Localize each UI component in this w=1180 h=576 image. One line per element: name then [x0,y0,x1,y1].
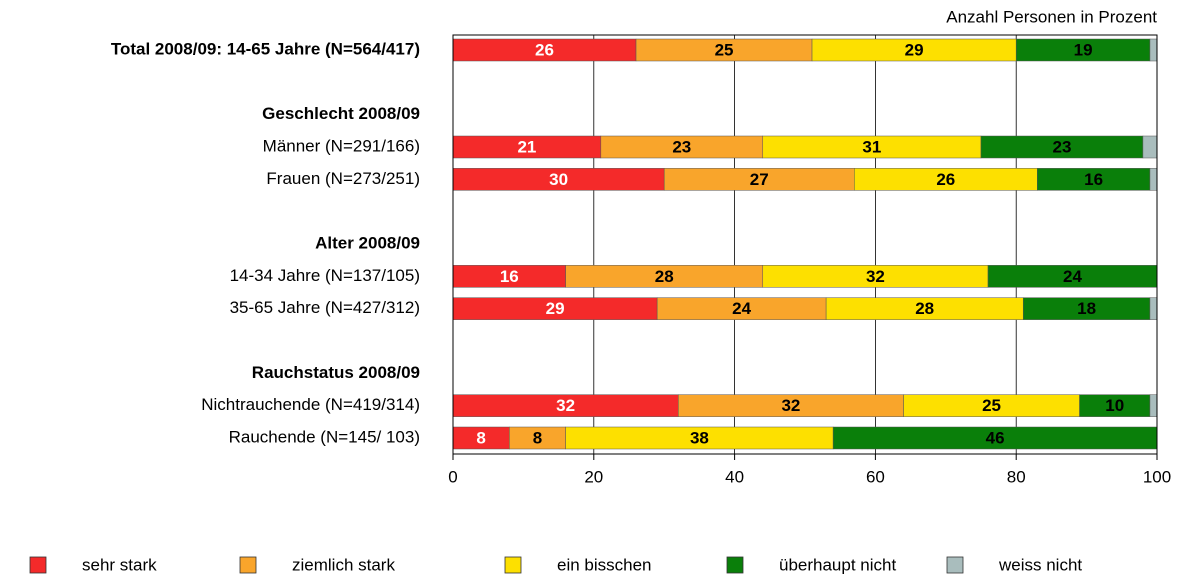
legend-label: sehr stark [82,555,157,574]
y-tick-label: Alter 2008/09 [315,233,420,252]
x-tick-label: 80 [1007,467,1026,486]
data-label: 8 [533,428,542,447]
data-label: 46 [986,428,1005,447]
legend-swatch [726,556,744,574]
bar-segment [1149,38,1158,62]
data-label: 28 [655,267,674,286]
data-label: 27 [750,170,769,189]
annotation: Anzahl Personen in Prozent [946,7,1157,26]
data-label: 26 [535,40,554,59]
data-label: 28 [915,299,934,318]
data-label: 29 [905,40,924,59]
legend-swatch [239,556,257,574]
legend-label: ein bisschen [557,555,652,574]
bar-segment [1149,168,1158,191]
data-label: 24 [1063,267,1082,286]
data-label: 18 [1077,299,1096,318]
data-label: 25 [715,40,734,59]
data-label: 21 [517,137,536,156]
legend-swatch [946,556,964,574]
x-tick-label: 40 [725,467,744,486]
x-tick-label: 0 [448,467,457,486]
y-tick-label: Rauchstatus 2008/09 [252,363,420,382]
bar-segment [1149,297,1158,320]
data-label: 8 [476,428,485,447]
bar-segment [1149,394,1158,417]
data-label: 23 [1052,137,1071,156]
y-tick-label: Total 2008/09: 14-65 Jahre (N=564/417) [111,39,420,58]
data-label: 16 [1084,170,1103,189]
legend-swatch [29,556,47,574]
data-label: 31 [862,137,881,156]
legend-label: weiss nicht [998,555,1082,574]
data-label: 38 [690,428,709,447]
plot-area [453,35,1157,454]
data-label: 19 [1074,40,1093,59]
y-tick-label: 14-34 Jahre (N=137/105) [230,266,420,285]
x-tick-label: 100 [1143,467,1171,486]
plot-frame [452,34,1158,455]
data-label: 23 [672,137,691,156]
data-label: 29 [546,299,565,318]
data-label: 32 [781,396,800,415]
data-label: 30 [549,170,568,189]
data-label: 24 [732,299,751,318]
bar-segment [1142,135,1158,159]
data-label: 26 [936,170,955,189]
legend-label: überhaupt nicht [779,555,896,574]
data-label: 32 [866,267,885,286]
y-tick-label: Geschlecht 2008/09 [262,104,420,123]
data-label: 25 [982,396,1001,415]
y-tick-label: Nichtrauchende (N=419/314) [201,395,420,414]
data-label: 32 [556,396,575,415]
data-label: 10 [1105,396,1124,415]
legend-label: ziemlich stark [292,555,395,574]
y-tick-label: Männer (N=291/166) [263,136,420,155]
y-tick-label: Frauen (N=273/251) [266,169,420,188]
x-tick-label: 60 [866,467,885,486]
legend-swatch [504,556,522,574]
x-tick-label: 20 [584,467,603,486]
y-tick-label: 35-65 Jahre (N=427/312) [230,298,420,317]
y-tick-label: Rauchende (N=145/ 103) [229,427,420,446]
data-label: 16 [500,267,519,286]
